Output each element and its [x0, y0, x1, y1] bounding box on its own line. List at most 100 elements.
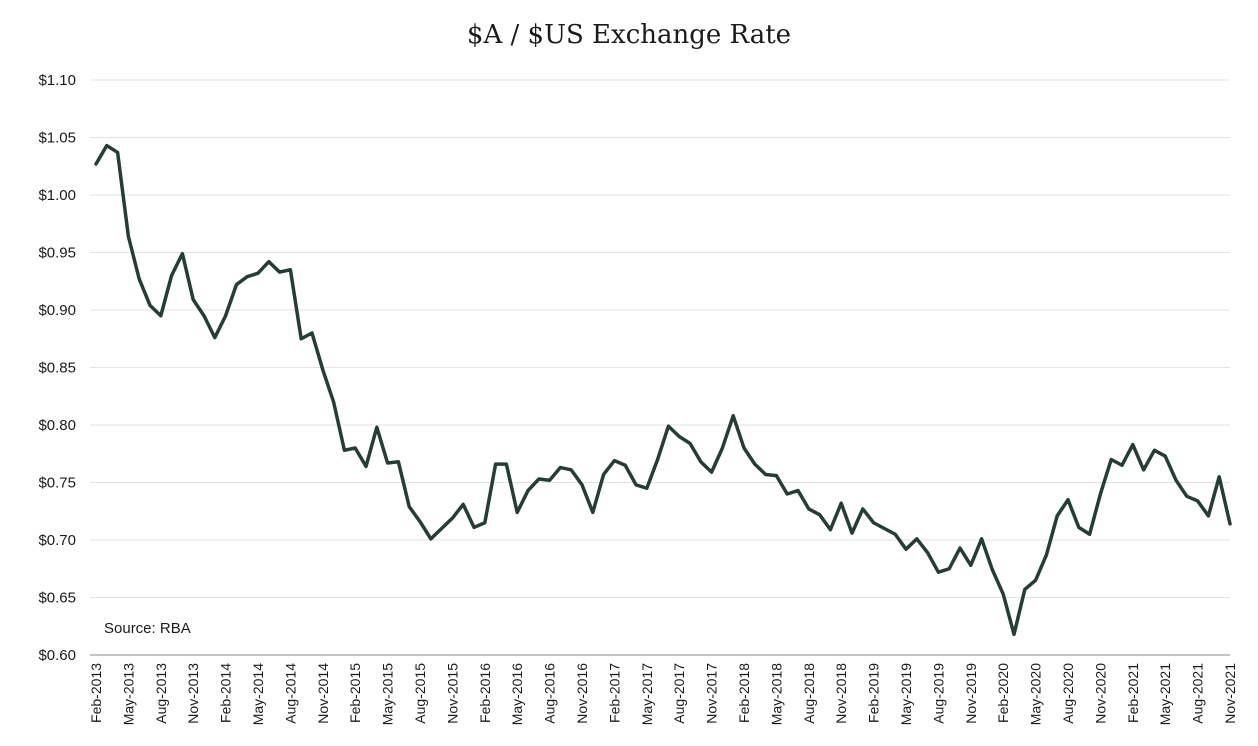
- x-tick-label: May-2014: [250, 663, 266, 725]
- x-tick-label: Aug-2013: [153, 663, 169, 724]
- data-point: [591, 511, 594, 514]
- data-point: [678, 435, 681, 438]
- x-tick-label: Aug-2014: [282, 663, 298, 724]
- data-point: [1164, 454, 1167, 458]
- data-point: [548, 479, 551, 482]
- data-point: [732, 414, 735, 417]
- data-point: [1120, 464, 1124, 467]
- data-point: [440, 527, 443, 530]
- data-point: [300, 337, 303, 340]
- data-point: [818, 513, 821, 516]
- data-point: [602, 473, 605, 476]
- data-point: [775, 474, 778, 477]
- data-point: [246, 275, 249, 278]
- x-tick-label: Aug-2016: [542, 663, 558, 724]
- x-tick-label: Nov-2020: [1092, 663, 1108, 724]
- x-tick-label: May-2016: [509, 663, 525, 725]
- data-point: [1218, 475, 1221, 478]
- x-tick-label: Feb-2018: [736, 663, 752, 723]
- data-point: [894, 533, 897, 536]
- data-point: [516, 511, 519, 514]
- data-point: [1056, 514, 1059, 518]
- data-point: [937, 571, 940, 574]
- data-point: [580, 483, 584, 486]
- data-point: [850, 531, 854, 535]
- x-tick-label: Nov-2021: [1222, 663, 1238, 724]
- data-point: [710, 470, 713, 474]
- data-point: [213, 336, 216, 339]
- y-tick-label: $0.90: [38, 302, 76, 319]
- data-point: [1077, 526, 1081, 529]
- data-point: [1131, 443, 1135, 446]
- data-point: [310, 331, 314, 335]
- data-point: [872, 521, 875, 524]
- data-point: [613, 459, 616, 462]
- x-tick-label: Feb-2013: [88, 663, 104, 723]
- x-tick-label: Feb-2019: [866, 663, 882, 723]
- x-tick-label: Aug-2019: [930, 663, 946, 724]
- data-point: [559, 466, 562, 469]
- x-tick-label: Feb-2017: [606, 663, 622, 723]
- data-point: [138, 277, 141, 281]
- series-layer: [94, 143, 1232, 637]
- data-points: [94, 144, 1232, 636]
- data-point: [289, 268, 292, 271]
- x-tick-label: Aug-2021: [1190, 663, 1206, 724]
- x-tick-label: Nov-2014: [315, 663, 331, 724]
- y-tick-label: $1.10: [38, 72, 76, 89]
- x-tick-label: Nov-2016: [574, 663, 590, 724]
- data-point: [1066, 498, 1070, 501]
- y-tick-label: $0.75: [38, 475, 76, 492]
- data-point: [656, 458, 659, 461]
- gridlines: [90, 79, 1230, 656]
- data-point: [1228, 522, 1232, 526]
- x-tick-label: May-2021: [1157, 663, 1173, 725]
- data-point: [494, 462, 497, 466]
- data-point: [1196, 499, 1199, 503]
- data-point: [699, 460, 702, 463]
- data-point: [235, 283, 238, 286]
- data-point: [94, 162, 98, 166]
- y-tick-label: $1.00: [38, 187, 76, 204]
- chart-title: $A / $US Exchange Rate: [466, 20, 792, 50]
- data-point: [1045, 553, 1048, 557]
- data-point: [753, 462, 756, 466]
- data-point: [1034, 579, 1037, 582]
- data-point: [1023, 588, 1026, 591]
- data-point: [159, 314, 162, 317]
- data-point: [1174, 479, 1178, 482]
- data-point: [634, 483, 638, 486]
- data-point: [429, 537, 432, 541]
- data-point: [105, 144, 109, 147]
- data-point: [148, 304, 152, 307]
- data-point: [505, 462, 508, 466]
- data-point: [170, 274, 173, 277]
- x-tick-label: May-2019: [898, 663, 914, 725]
- data-point: [624, 464, 627, 467]
- data-point: [688, 442, 692, 445]
- data-point: [127, 235, 130, 238]
- data-point: [1207, 514, 1210, 518]
- x-tick-label: Feb-2020: [995, 663, 1011, 723]
- x-tick-label: Aug-2018: [801, 663, 817, 724]
- data-point: [980, 537, 983, 541]
- data-point: [537, 477, 540, 481]
- data-point: [224, 314, 227, 317]
- data-point: [375, 426, 378, 429]
- x-tick-label: Nov-2018: [833, 663, 849, 724]
- y-tick-label: $1.05: [38, 130, 76, 147]
- x-tick-label: May-2013: [120, 663, 136, 725]
- data-point: [807, 507, 810, 511]
- data-point: [883, 527, 886, 530]
- data-point: [764, 473, 767, 476]
- data-point: [1012, 633, 1016, 636]
- data-point: [332, 400, 335, 404]
- data-point: [386, 461, 389, 465]
- x-tick-label: Aug-2015: [412, 663, 428, 724]
- y-tick-label: $0.95: [38, 245, 76, 262]
- data-point: [721, 446, 724, 450]
- y-axis-tick-labels: $0.60 $0.65 $0.70 $0.75 $0.80 $0.85 $0.90 $0.95…: [38, 72, 76, 664]
- data-point: [116, 151, 119, 154]
- data-point: [570, 468, 573, 472]
